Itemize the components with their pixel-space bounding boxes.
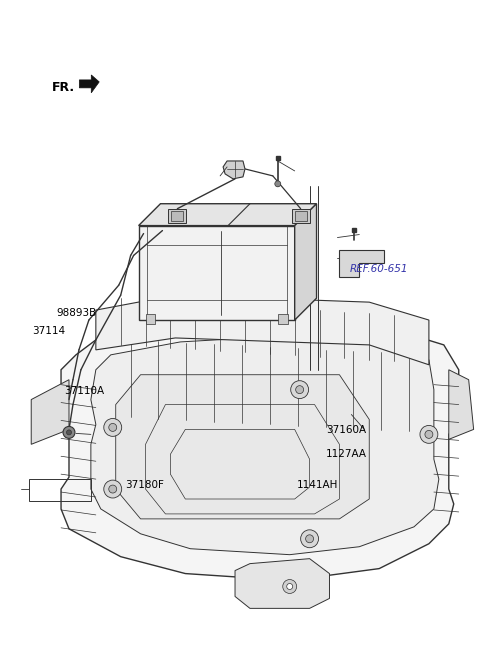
- Circle shape: [283, 580, 297, 593]
- Polygon shape: [116, 375, 369, 519]
- Circle shape: [63, 426, 75, 438]
- Bar: [29, 479, 91, 501]
- Polygon shape: [31, 380, 69, 444]
- Text: 37180F: 37180F: [125, 480, 164, 490]
- Text: 1127AA: 1127AA: [326, 449, 367, 460]
- Bar: [145, 314, 156, 324]
- Circle shape: [275, 181, 281, 187]
- Text: FR.: FR.: [51, 81, 74, 94]
- Circle shape: [104, 480, 122, 498]
- Polygon shape: [96, 295, 429, 365]
- Circle shape: [300, 530, 319, 548]
- Bar: [292, 209, 310, 223]
- Bar: [295, 211, 307, 221]
- Bar: [171, 211, 183, 221]
- Bar: [278, 314, 288, 324]
- Polygon shape: [449, 370, 474, 440]
- Circle shape: [425, 430, 433, 438]
- Text: 37110A: 37110A: [64, 386, 104, 396]
- Polygon shape: [339, 250, 384, 277]
- Polygon shape: [223, 161, 245, 179]
- Text: 37160A: 37160A: [326, 425, 366, 436]
- Polygon shape: [91, 336, 439, 555]
- Polygon shape: [295, 204, 316, 320]
- Circle shape: [109, 423, 117, 432]
- Bar: [168, 209, 186, 223]
- Polygon shape: [61, 318, 459, 580]
- Circle shape: [291, 381, 309, 399]
- Polygon shape: [235, 559, 329, 608]
- Circle shape: [67, 430, 72, 435]
- Circle shape: [109, 485, 117, 493]
- Circle shape: [420, 426, 438, 443]
- Circle shape: [287, 584, 293, 590]
- Text: 37114: 37114: [33, 326, 66, 337]
- Text: 98893B: 98893B: [56, 307, 96, 318]
- Circle shape: [296, 386, 304, 394]
- Polygon shape: [79, 75, 99, 93]
- Circle shape: [104, 419, 122, 436]
- Polygon shape: [139, 225, 295, 320]
- Text: 1141AH: 1141AH: [297, 480, 339, 490]
- Circle shape: [306, 534, 313, 543]
- Polygon shape: [139, 204, 316, 225]
- Text: REF.60-651: REF.60-651: [350, 264, 408, 274]
